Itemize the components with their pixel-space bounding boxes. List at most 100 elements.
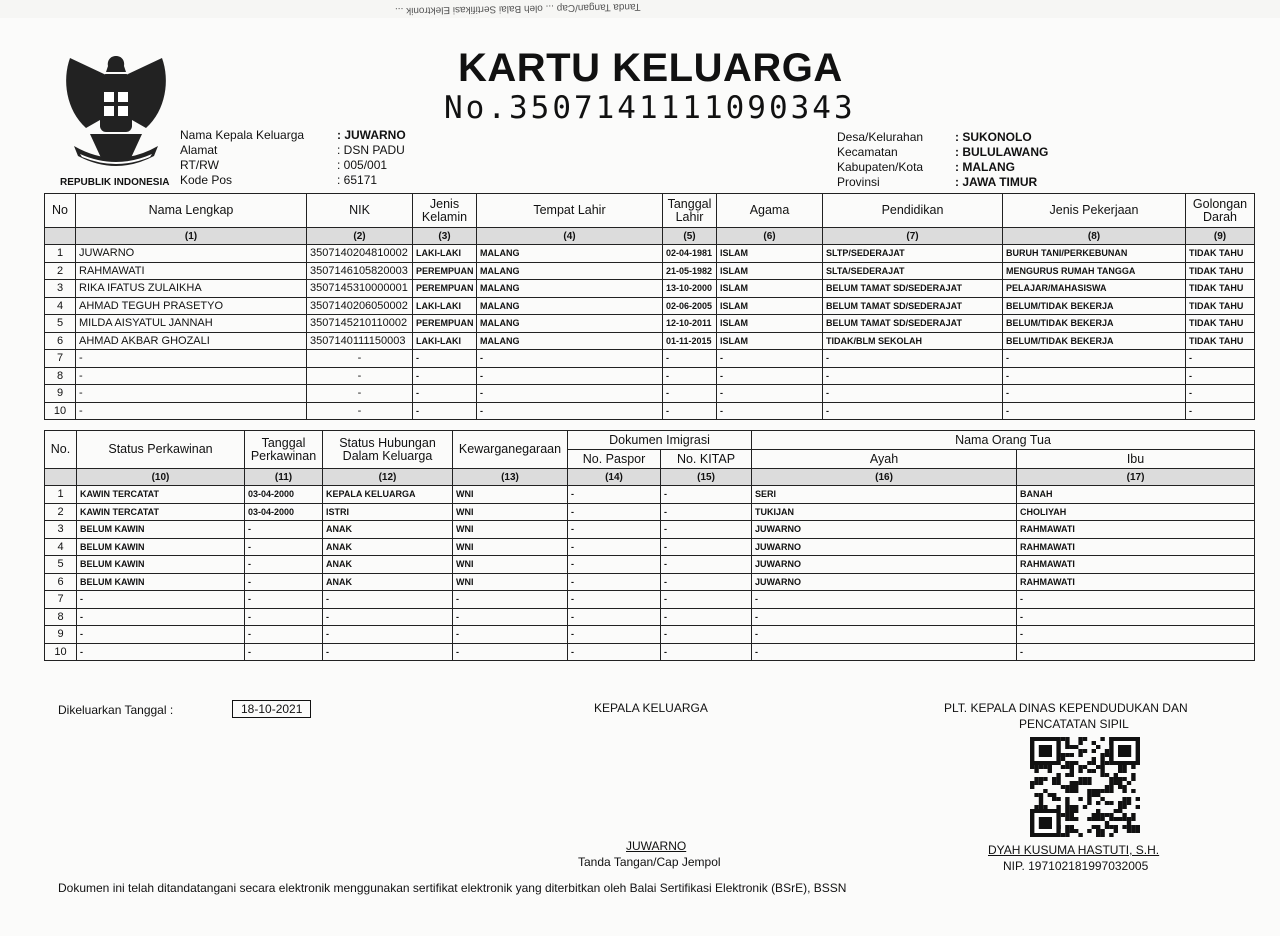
info-label: Alamat [180,143,218,157]
table-cell: TIDAK TAHU [1185,279,1255,298]
table-cell: AHMAD TEGUH PRASETYO [75,296,307,315]
table-cell: MALANG [476,296,663,315]
table-cell: - [659,590,753,609]
table-cell: - [306,401,413,420]
table-cell: - [716,349,823,368]
table-cell: 1 [44,244,76,263]
kk-number: No.3507141111090343 [444,90,856,126]
table-cell: WNI [452,537,568,556]
table-cell: - [567,502,661,521]
table-cell: WNI [452,572,568,591]
column-number-row: (1) (2) (3) (4) (5) (6) (7) (8) (9) [44,227,1255,245]
table-cell: 9 [44,625,77,644]
table-cell: - [751,625,1018,644]
table-cell: JUWARNO [751,520,1018,539]
table-row: 4 AHMAD TEGUH PRASETYO 3507140206050002 LAK… [44,296,1255,315]
table-cell: - [452,642,568,661]
table-cell: AHMAD AKBAR GHOZALI [75,331,307,350]
column-number: (16) [751,468,1018,486]
table-cell: ANAK [322,555,453,574]
right-info-block: Desa/Kelurahan: SUKONOLO Kecamatan: BULUL… [837,130,1048,190]
table-cell: BANAH [1016,485,1256,504]
table-cell: - [751,642,1018,661]
header-col-8: Jenis Pekerjaan [1002,193,1186,228]
table-cell: JUWARNO [751,572,1018,591]
table-cell: 02-04-1981 [662,244,717,263]
column-number: (1) [75,227,307,245]
table-cell: - [662,401,717,420]
table-cell: - [75,401,307,420]
table-cell: 1 [44,485,77,504]
table-cell: 2 [44,502,77,521]
header-col-5: Tanggal Lahir [662,193,717,228]
header-tanggal-perkawinan: Tanggal Perkawinan [244,430,323,469]
table-cell: - [322,625,453,644]
table-cell: 12-10-2011 [662,314,717,333]
disclaimer: Dokumen ini telah ditandatangani secara … [58,881,847,895]
table-cell: LAKI-LAKI [412,331,477,350]
table-cell: - [659,555,753,574]
table-cell: 4 [44,537,77,556]
column-number: (12) [322,468,453,486]
table-row: 5 BELUM KAWIN - ANAK WNI - - JUWARNO RAHMAWATI [44,555,1256,574]
column-number: (7) [822,227,1003,245]
head-sign-label: Tanda Tangan/Cap Jempol [578,855,721,869]
header-col-0: No [44,193,76,228]
info-label: Kode Pos [180,173,233,187]
table-cell: - [822,349,1003,368]
table-cell: 03-04-2000 [244,485,323,504]
table-row: 9-------- [44,625,1256,644]
table-cell: - [567,625,661,644]
table-cell: - [476,401,663,420]
table-cell: MALANG [476,331,663,350]
header-no-kitap: No. KITAP [659,449,753,469]
table-cell: - [412,401,477,420]
left-info-block: Nama Kepala Keluarga: JUWARNO Alamat: DSN… [180,128,406,188]
table-row: 7--------- [44,349,1255,368]
table-cell: 3507146105820003 [306,261,413,280]
table-cell: - [716,366,823,385]
issued-date: 18-10-2021 [232,700,312,718]
table-cell: - [716,401,823,420]
table-cell: - [567,520,661,539]
table-row: 8--------- [44,366,1255,385]
table-cell: ISLAM [716,279,823,298]
column-number-row: (10) (11) (12) (13) (14) (15) (16) (17) [44,468,1256,486]
info-label: Kabupaten/Kota [837,160,924,174]
table-cell: KEPALA KELUARGA [322,485,453,504]
emblem-caption: REPUBLIK INDONESIA [60,177,170,188]
table-cell: MALANG [476,314,663,333]
table-cell: 10 [44,401,76,420]
table-cell: TIDAK TAHU [1185,331,1255,350]
table-cell: BELUM KAWIN [76,572,245,591]
table-cell: - [1002,384,1186,403]
table-cell: - [452,607,568,626]
column-number: (5) [662,227,717,245]
column-number: (8) [1002,227,1186,245]
table-cell: - [659,607,753,626]
table-cell: - [244,590,323,609]
issued-label: Dikeluarkan Tanggal : [58,703,174,717]
table-cell: - [567,590,661,609]
table-cell: BELUM TAMAT SD/SEDERAJAT [822,296,1003,315]
column-number [44,227,76,245]
table-cell: - [1185,349,1255,368]
table-cell: 3507140204810002 [306,244,413,263]
table-cell: - [1016,642,1256,661]
table-cell: 10 [44,642,77,661]
table-cell: ISLAM [716,261,823,280]
table-cell: - [244,607,323,626]
table-cell: 4 [44,296,76,315]
table-cell: - [662,349,717,368]
table-cell: LAKI-LAKI [412,296,477,315]
table-cell: RAHMAWATI [1016,555,1256,574]
column-number [44,468,77,486]
table-cell: BELUM/TIDAK BEKERJA [1002,314,1186,333]
table-cell: 2 [44,261,76,280]
info-row: Nama Kepala Keluarga: JUWARNO [180,128,406,143]
table-cell: ISLAM [716,296,823,315]
table-cell: MILDA AISYATUL JANNAH [75,314,307,333]
table-cell: - [306,349,413,368]
table-cell: - [751,590,1018,609]
table-row: 7-------- [44,590,1256,609]
